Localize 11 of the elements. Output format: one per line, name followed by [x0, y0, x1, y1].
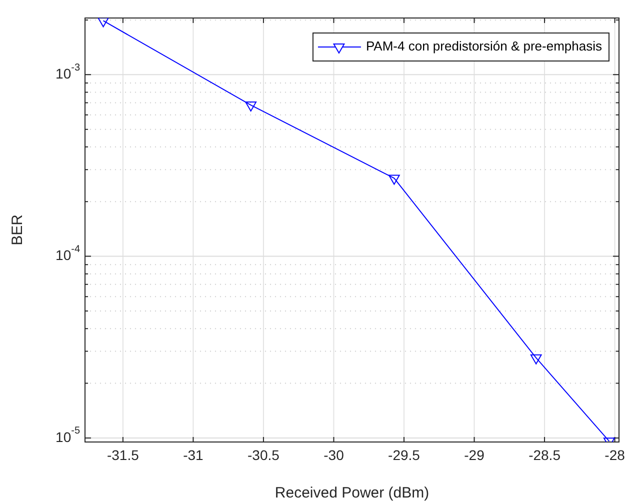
x-tick-label: -28: [604, 446, 626, 463]
x-tick-label: -31: [183, 446, 204, 463]
x-tick-label: -28.5: [528, 446, 561, 463]
x-tick-label: -30: [324, 446, 344, 463]
x-tick-label: -29: [464, 446, 485, 463]
x-tick-label: -30.5: [248, 446, 280, 463]
x-tick-label: -29.5: [388, 446, 420, 463]
x-axis-title: Received Power (dBm): [274, 484, 430, 502]
x-tick-label: -31.5: [106, 446, 140, 463]
legend-label: PAM-4 con predistorsión & pre-emphasis: [366, 38, 602, 54]
y-axis-title: BER: [9, 214, 26, 246]
